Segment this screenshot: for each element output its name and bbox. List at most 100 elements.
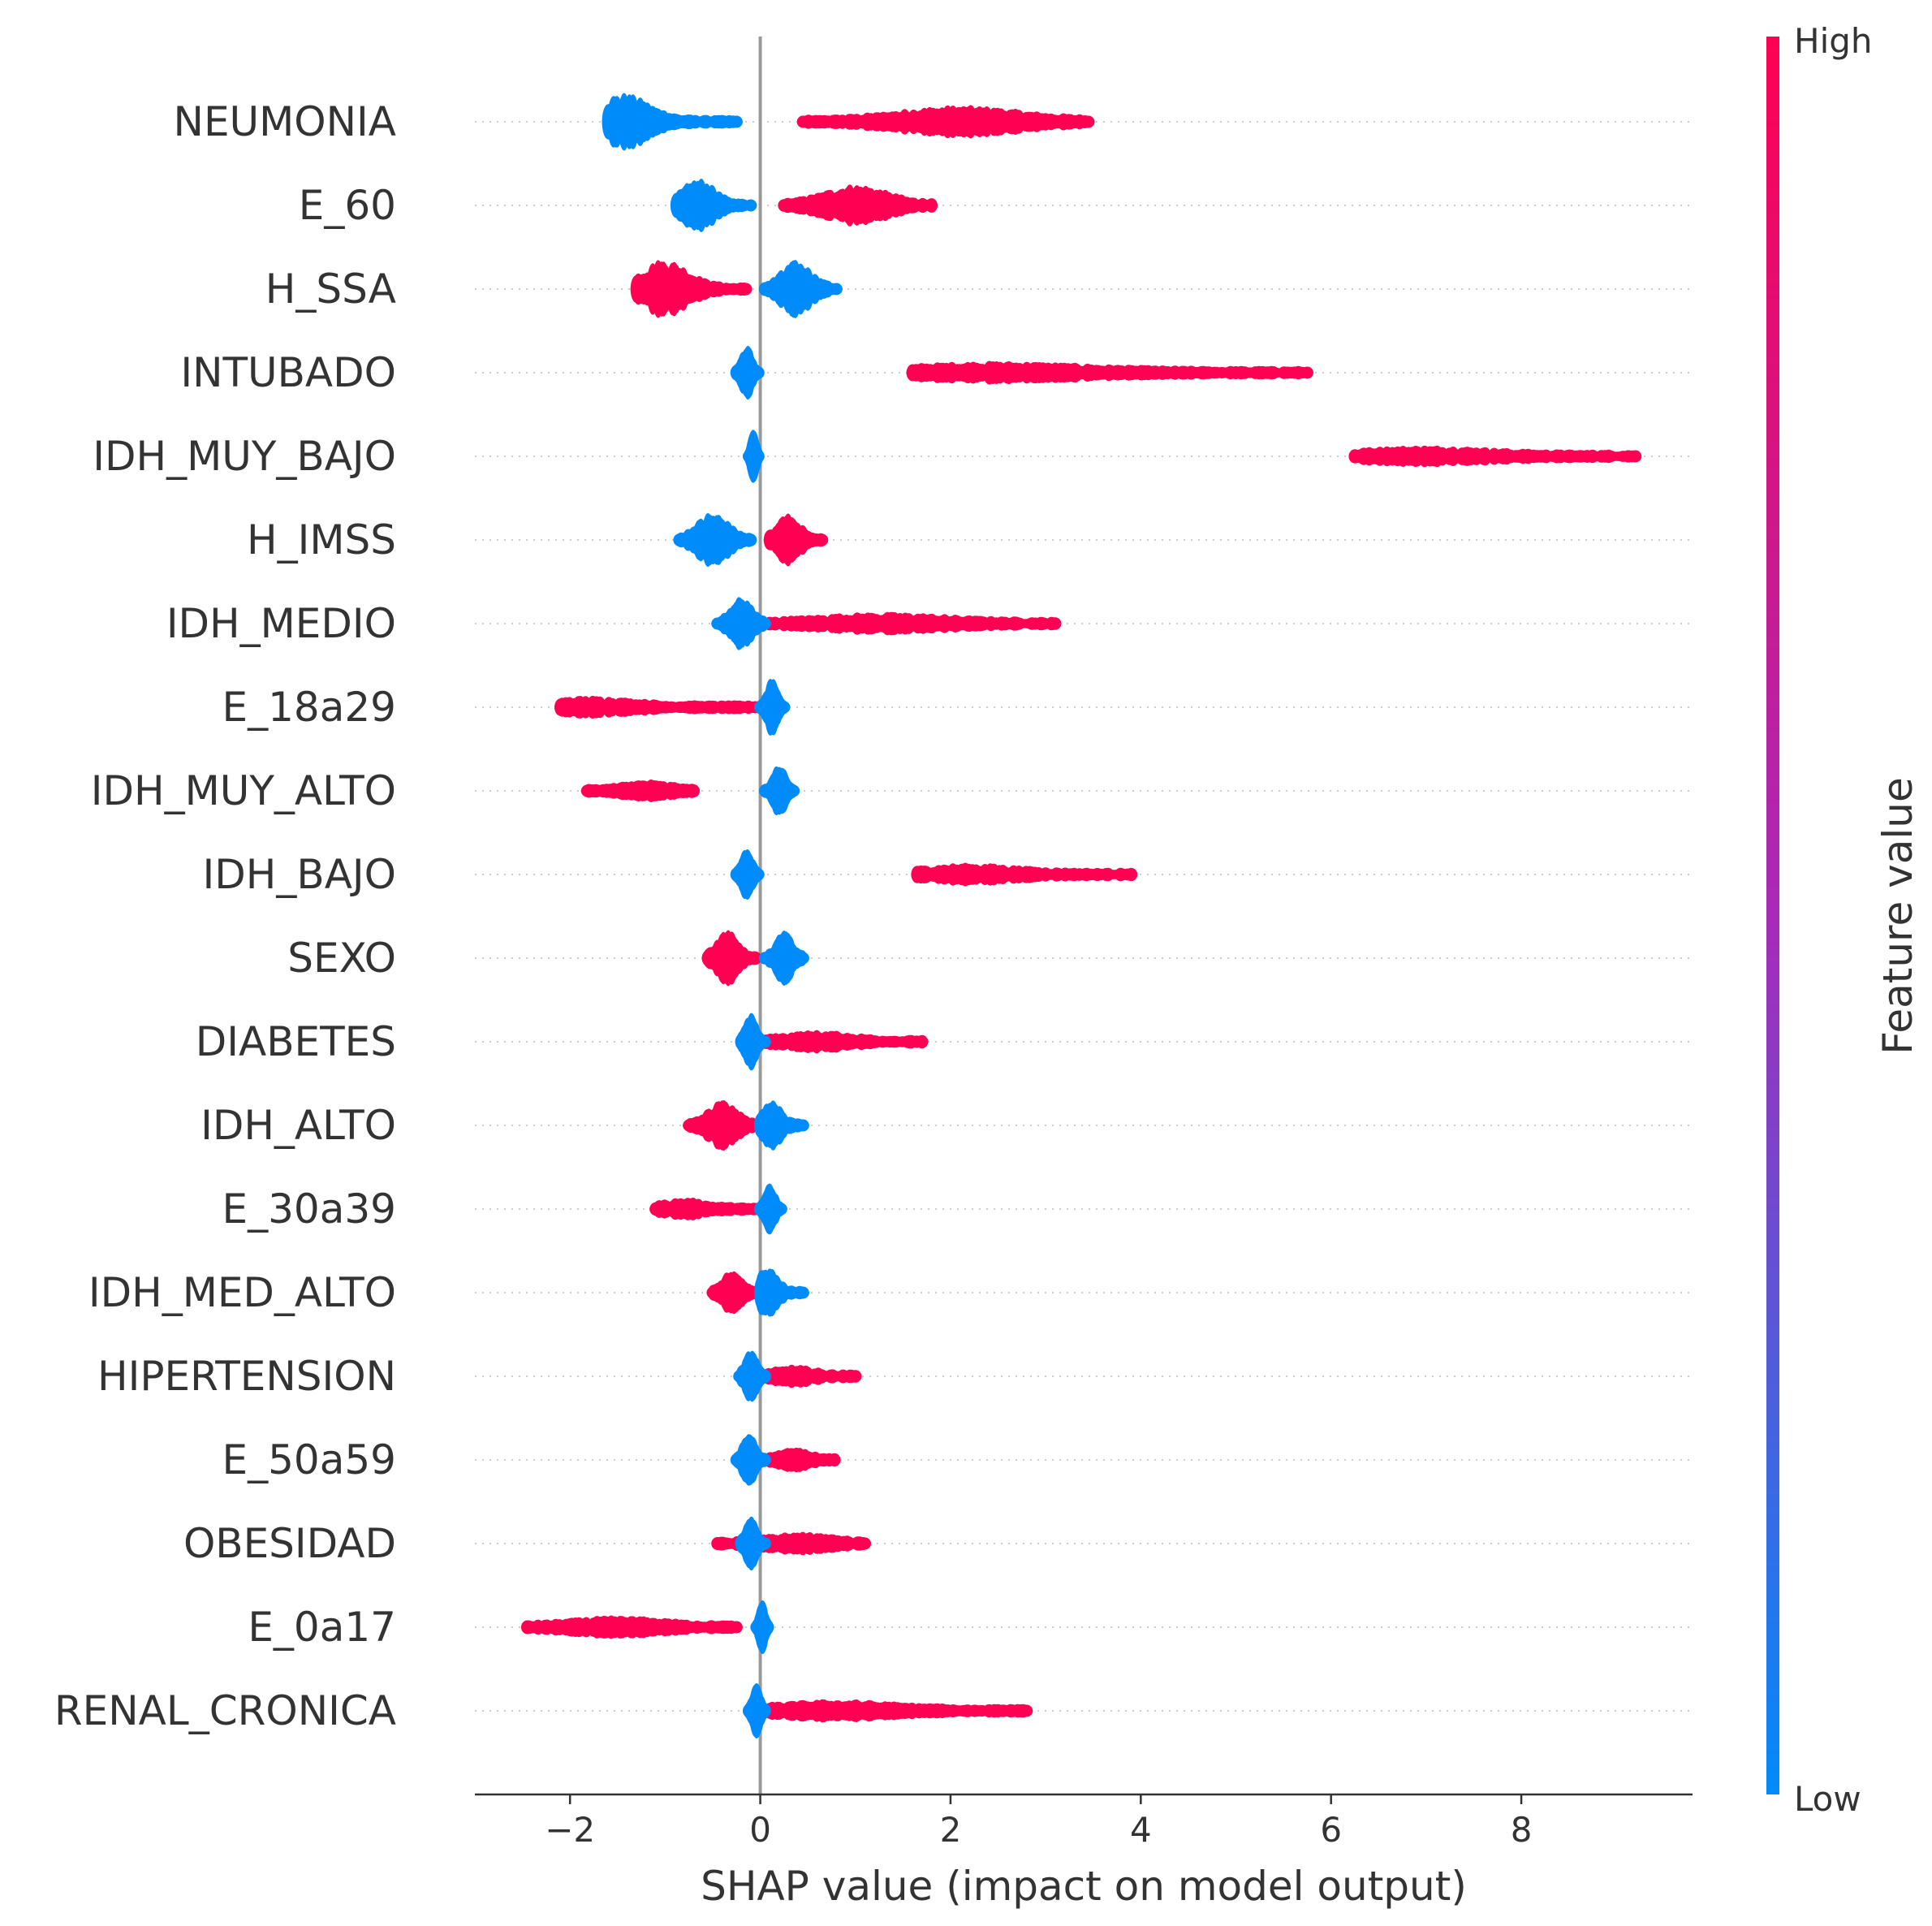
x-tick-label: −2 (545, 1810, 595, 1850)
feature-row (630, 260, 843, 318)
feature-label: NEUMONIA (174, 98, 396, 145)
high-value-points (649, 1198, 762, 1220)
point (1348, 450, 1361, 463)
low-value-points (673, 513, 757, 567)
x-tick-label: 0 (749, 1810, 771, 1850)
point (859, 1537, 871, 1550)
low-value-points (735, 1516, 771, 1571)
feature-row (670, 179, 938, 232)
feature-label: IDH_MUY_ALTO (91, 767, 396, 814)
point (735, 1035, 748, 1048)
point (758, 952, 771, 965)
point (1629, 450, 1642, 463)
high-value-points (521, 1615, 743, 1639)
point (754, 1203, 767, 1216)
point (916, 1035, 929, 1048)
point (630, 283, 643, 296)
feature-labels: NEUMONIA E_60 H_SSA INTUBADO IDH_MUY_BAJO H_I… (54, 98, 396, 1734)
point (1020, 1704, 1033, 1717)
low-value-points (750, 1600, 774, 1654)
point (711, 1537, 724, 1550)
low-value-points (758, 260, 843, 318)
feature-row (673, 513, 829, 567)
x-axis: −2 0 2 4 6 8 (475, 1793, 1693, 1850)
high-value-points (763, 611, 1062, 636)
low-value-points (754, 1100, 809, 1151)
point (1300, 366, 1313, 379)
high-value-points (701, 930, 762, 987)
low-value-points (754, 679, 791, 736)
colorbar-low-label: Low (1794, 1779, 1861, 1819)
low-value-points (670, 179, 757, 232)
point (673, 533, 686, 546)
point (602, 115, 615, 128)
point (735, 1537, 748, 1550)
feature-label: E_60 (299, 182, 396, 229)
colorbar: High Low Feature value (1766, 21, 1921, 1819)
feature-label: E_0a17 (248, 1604, 396, 1651)
high-value-points (906, 361, 1313, 385)
feature-row (743, 430, 1642, 483)
point (816, 533, 829, 546)
x-tick-label: 4 (1130, 1810, 1152, 1850)
point (554, 701, 567, 714)
low-value-points (602, 93, 743, 151)
point (752, 366, 765, 379)
point (730, 366, 743, 379)
feature-row (735, 1013, 929, 1071)
feature-row (521, 1600, 774, 1654)
point (743, 1704, 755, 1717)
point (906, 366, 919, 379)
point (730, 1621, 743, 1634)
point (580, 784, 593, 797)
feature-row (730, 849, 1138, 900)
point (758, 283, 771, 296)
feature-label: H_SSA (265, 266, 396, 313)
high-value-points (758, 1447, 841, 1473)
low-value-points (711, 597, 771, 650)
point (796, 952, 809, 965)
point (688, 784, 700, 797)
high-value-points (630, 260, 753, 318)
point (754, 1286, 767, 1299)
point (1082, 115, 1095, 128)
feature-label: IDH_ALTO (201, 1102, 396, 1149)
feature-row (743, 1683, 1033, 1738)
colorbar-gradient (1766, 37, 1779, 1794)
high-value-points (758, 1364, 862, 1388)
feature-row (730, 1434, 841, 1486)
point (758, 784, 771, 797)
point (758, 1370, 771, 1383)
feature-label: SEXO (287, 935, 396, 982)
high-value-points (763, 513, 829, 567)
point (796, 115, 809, 128)
low-value-points (730, 849, 765, 900)
point (758, 617, 771, 630)
point (743, 450, 755, 463)
point (750, 1621, 763, 1634)
low-value-points (733, 1350, 771, 1402)
point (830, 283, 843, 296)
feature-row (733, 1350, 862, 1402)
row-gridlines (475, 121, 1693, 1712)
point (758, 1453, 771, 1466)
point (752, 868, 765, 881)
point (711, 617, 724, 630)
point (1125, 868, 1138, 881)
point (763, 533, 776, 546)
high-value-points (758, 1030, 929, 1054)
x-axis-label: SHAP value (impact on model output) (701, 1863, 1467, 1910)
feature-label: IDH_MED_ALTO (88, 1269, 396, 1316)
point (730, 1453, 743, 1466)
high-value-points (796, 105, 1095, 139)
high-value-points (911, 862, 1138, 887)
point (828, 1453, 841, 1466)
point (796, 1119, 809, 1132)
feature-label: INTUBADO (180, 349, 396, 396)
low-value-points (758, 766, 800, 816)
feature-label: E_30a39 (222, 1185, 396, 1233)
point (849, 1370, 862, 1383)
low-value-points (754, 1268, 809, 1317)
feature-label: DIABETES (196, 1018, 396, 1065)
